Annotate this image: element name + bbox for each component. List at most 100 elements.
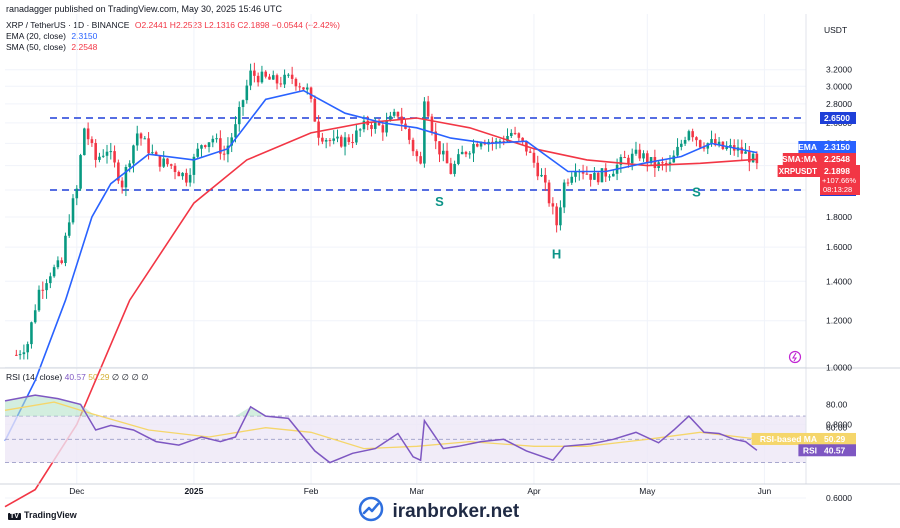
candle-body (362, 120, 366, 130)
candle-body (45, 283, 48, 291)
published-note: ranadagger published on TradingView.com,… (6, 4, 283, 14)
sma-tag[interactable]: SMA:MA 2.2548 (782, 153, 856, 165)
chart-header: ranadagger published on TradingView.com,… (0, 0, 900, 18)
rsi-label[interactable]: RSI (14, close) (6, 372, 63, 382)
candle-body (283, 74, 286, 85)
candle-body (128, 163, 131, 167)
candle-body (725, 146, 728, 149)
candle-body (147, 138, 150, 154)
candle-body (748, 151, 751, 163)
candle-body (177, 172, 181, 177)
ema-label[interactable]: EMA (20, close) (6, 31, 66, 41)
alert-bolt-icon[interactable] (788, 350, 802, 364)
sma-tag-label-box (782, 153, 820, 165)
candle-body (475, 144, 479, 147)
candle-body (373, 122, 377, 129)
time-tick-label: May (639, 486, 656, 496)
candle-body (498, 141, 502, 143)
ema-tag-label-box (798, 141, 820, 153)
candle-body (219, 138, 222, 154)
candle-body (642, 153, 645, 159)
candle-body (574, 172, 577, 177)
sma-label[interactable]: SMA (50, close) (6, 42, 66, 52)
rsi-tag[interactable]: RSI 40.57 (798, 444, 856, 457)
rsi-pane (4, 394, 806, 464)
candle-body (249, 70, 252, 86)
candle-body (313, 98, 317, 122)
candle-body (510, 132, 513, 136)
candle-body (596, 172, 600, 183)
candle-body (256, 75, 260, 83)
candle-body (15, 354, 18, 356)
price-tag-change: +107.66% (822, 176, 856, 185)
candle-body (415, 151, 419, 157)
price-tick-label: 1.4000 (826, 276, 852, 286)
candle-body (207, 142, 211, 147)
sma50-line[interactable] (4, 117, 757, 508)
candle-body (729, 145, 732, 147)
level-high-tag-value-box (820, 112, 856, 124)
candle-body (287, 74, 290, 76)
candle-body (26, 344, 29, 353)
candle-body (264, 71, 267, 77)
tradingview-logo-icon: TV (8, 513, 21, 520)
time-tick-label: Jun (758, 486, 772, 496)
candle-body (668, 162, 672, 165)
alert-bolt-ring (788, 350, 802, 364)
candle-body (139, 133, 143, 139)
sma-tag-label: SMA:MA (782, 154, 817, 164)
rsi-ma-tag[interactable]: RSI-based MA 50.29 (751, 432, 856, 445)
rsi-line[interactable] (4, 394, 758, 464)
candle-body (60, 260, 63, 264)
rsi-tag-label: RSI (803, 445, 817, 455)
candle-body (634, 149, 638, 154)
candle-body (64, 235, 67, 264)
candle-body (309, 87, 313, 99)
candle-body (173, 165, 177, 173)
candle-body (630, 153, 634, 164)
candle-body (185, 172, 188, 183)
rsi-legend: RSI (14, close) 40.57 50.29 ∅ ∅ ∅ ∅ (6, 372, 149, 383)
candle-body (540, 174, 543, 177)
candle-body (321, 137, 324, 142)
candle-body (203, 145, 207, 147)
candle-body (449, 163, 453, 174)
candle-body (426, 101, 430, 117)
watermark-text: iranbroker.net (392, 500, 520, 522)
candle-body (604, 168, 608, 177)
ema20-line[interactable] (4, 89, 758, 442)
tradingview-brand[interactable]: TV TradingView (8, 510, 77, 520)
price-tag[interactable]: 2.1898+107.66%08:13:28 XRPUSDT (777, 165, 860, 195)
candle-body (649, 157, 653, 164)
candle-body (113, 151, 116, 163)
candle-body (222, 153, 226, 155)
time-tick-label: 2025 (184, 486, 203, 496)
rsi-ma-line[interactable] (4, 401, 757, 450)
candle-body (98, 156, 101, 160)
candle-body (385, 120, 388, 133)
symbol-label[interactable]: XRP / TetherUS · 1D · BINANCE (6, 20, 130, 30)
candle-body (52, 267, 56, 277)
time-tick-label: Mar (410, 486, 425, 496)
price-tick-label: 3.0000 (826, 81, 852, 91)
ema-tag[interactable]: EMA 2.3150 (798, 141, 856, 153)
level-high-tag[interactable]: 2.6500 (820, 112, 856, 124)
candle-body (154, 152, 158, 156)
chart-trend-logo-icon (358, 496, 384, 527)
candle-body (56, 260, 60, 268)
candle-body (347, 137, 351, 143)
price-tick-label: 3.2000 (826, 65, 852, 75)
price-tag-box (820, 165, 860, 195)
candle-body (328, 140, 332, 142)
candle-body (302, 87, 305, 90)
rsi-tag-value: 40.57 (824, 445, 846, 455)
legend-sma-row: SMA (50, close) 2.2548 (6, 42, 340, 53)
candle-body (623, 157, 626, 159)
candle-body (672, 155, 676, 163)
watermark: iranbroker.net (358, 496, 519, 524)
candle-body (407, 128, 411, 140)
candle-body (589, 174, 592, 180)
candle-body (502, 141, 506, 143)
candle-body (513, 132, 517, 134)
